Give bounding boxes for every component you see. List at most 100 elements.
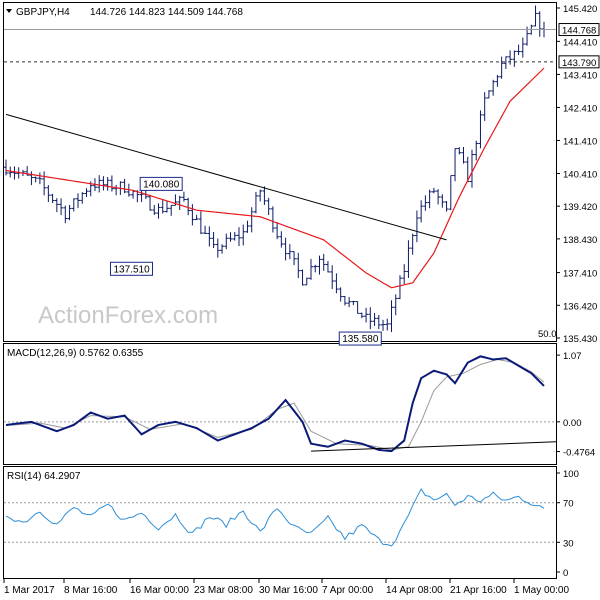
candle [54, 198, 59, 213]
x-tick-label: 23 Mar 08:00 [194, 585, 253, 596]
candle [236, 227, 241, 247]
candle [186, 197, 191, 216]
annotation-box [110, 261, 154, 276]
price-tick-label: 135.430 [563, 334, 597, 345]
price-axis: 145.420 144.410 143.410 142.410 141.410 140.4… [538, 4, 600, 345]
candle [4, 159, 8, 176]
price-tick-label: 144.410 [563, 37, 597, 48]
candle [207, 226, 212, 247]
candles-group [4, 5, 546, 333]
annotation-labels: 140.080 137.510 135.580 [110, 176, 382, 346]
candle [499, 56, 504, 79]
candle [321, 253, 326, 271]
rsi-tick-label: 70 [563, 499, 574, 510]
rsi-axis: 100 70 30 0 [556, 469, 579, 579]
candle [101, 176, 106, 191]
candle [520, 37, 525, 58]
annotation-box [139, 176, 183, 191]
candle [220, 244, 225, 254]
candle [381, 319, 386, 331]
candle [486, 90, 491, 99]
candle [516, 44, 521, 56]
current-price-label-text: 144.768 [562, 26, 596, 37]
x-tick-label: 16 Mar 00:00 [130, 585, 189, 596]
price-tick-label: 145.420 [563, 4, 597, 15]
candle [508, 50, 513, 65]
rsi-tick-label: 0 [563, 568, 568, 579]
candle [190, 204, 195, 226]
annotation-label: 135.580 [338, 331, 382, 346]
candle [512, 50, 517, 67]
macd-title: MACD(12,26,9) 0.5762 0.6355 [7, 348, 144, 359]
candle [453, 148, 458, 182]
candle [42, 171, 47, 196]
current-price-label-box [558, 23, 600, 37]
candle [478, 110, 483, 149]
annotation-label: 137.510 [110, 261, 154, 276]
candle [465, 156, 470, 183]
candle [431, 187, 436, 194]
candle [457, 147, 462, 155]
candle [156, 203, 161, 219]
candle [249, 207, 254, 233]
candle [109, 175, 114, 192]
rsi-tick-label: 100 [563, 469, 579, 480]
candle [296, 252, 301, 279]
candle [414, 210, 419, 243]
candle [330, 265, 335, 290]
x-tick-label: 21 Apr 16:00 [450, 585, 507, 596]
dropdown-triangle-icon[interactable] [6, 9, 12, 13]
price-panel-frame [3, 2, 557, 342]
candle [325, 261, 330, 273]
ohlc-values: 144.726 144.823 144.509 144.768 [90, 7, 243, 18]
candle [351, 300, 356, 306]
time-axis: 1 Mar 2017 8 Mar 16:00 16 Mar 00:00 23 Mar … [3, 579, 569, 596]
candle [33, 176, 38, 183]
annotation-text: 135.580 [342, 334, 379, 345]
candle [198, 211, 203, 235]
candle [287, 244, 292, 260]
candle [292, 251, 297, 266]
candle [444, 201, 449, 212]
candle [309, 258, 314, 280]
rsi-line [5, 487, 545, 547]
annotation-text: 137.510 [114, 264, 151, 275]
candle [169, 204, 174, 216]
candle [342, 295, 347, 306]
price-tick-label: 142.410 [563, 103, 597, 114]
candle [423, 195, 428, 211]
candle [537, 11, 542, 37]
rsi-panel: 100 70 30 0 RSI(14) 64.2907 [4, 469, 579, 579]
candle [253, 191, 258, 214]
candle [300, 269, 305, 286]
candle [245, 220, 250, 233]
candle [122, 178, 127, 194]
price-tick-label: 138.430 [563, 235, 597, 246]
candle [194, 214, 199, 221]
trend-line [5, 113, 447, 241]
candle [402, 264, 407, 285]
candle [63, 205, 68, 224]
annotation-label: 140.080 [139, 176, 183, 191]
candle [372, 312, 377, 326]
macd-panel: 1.07 0.00 -0.4764 MACD(12,26,9) 0.5762 0.6… [4, 348, 595, 459]
candle [84, 188, 89, 197]
dashed-level-label-text: 143.790 [562, 58, 596, 69]
annotation-text: 140.080 [143, 179, 180, 190]
candle [338, 287, 343, 302]
candle [406, 240, 411, 278]
candle [469, 149, 474, 188]
candle [419, 200, 424, 223]
price-tick-label: 136.420 [563, 301, 597, 312]
macd-tick-label: -0.4764 [563, 448, 595, 459]
x-tick-label: 8 Mar 16:00 [64, 585, 118, 596]
x-tick-label: 30 Mar 16:00 [259, 585, 318, 596]
candle [29, 171, 34, 186]
candle [46, 185, 51, 203]
candle [76, 193, 81, 209]
candle [37, 172, 42, 185]
candle [177, 195, 182, 210]
candle [461, 146, 466, 164]
candle [59, 198, 64, 216]
ma-line [5, 67, 545, 289]
